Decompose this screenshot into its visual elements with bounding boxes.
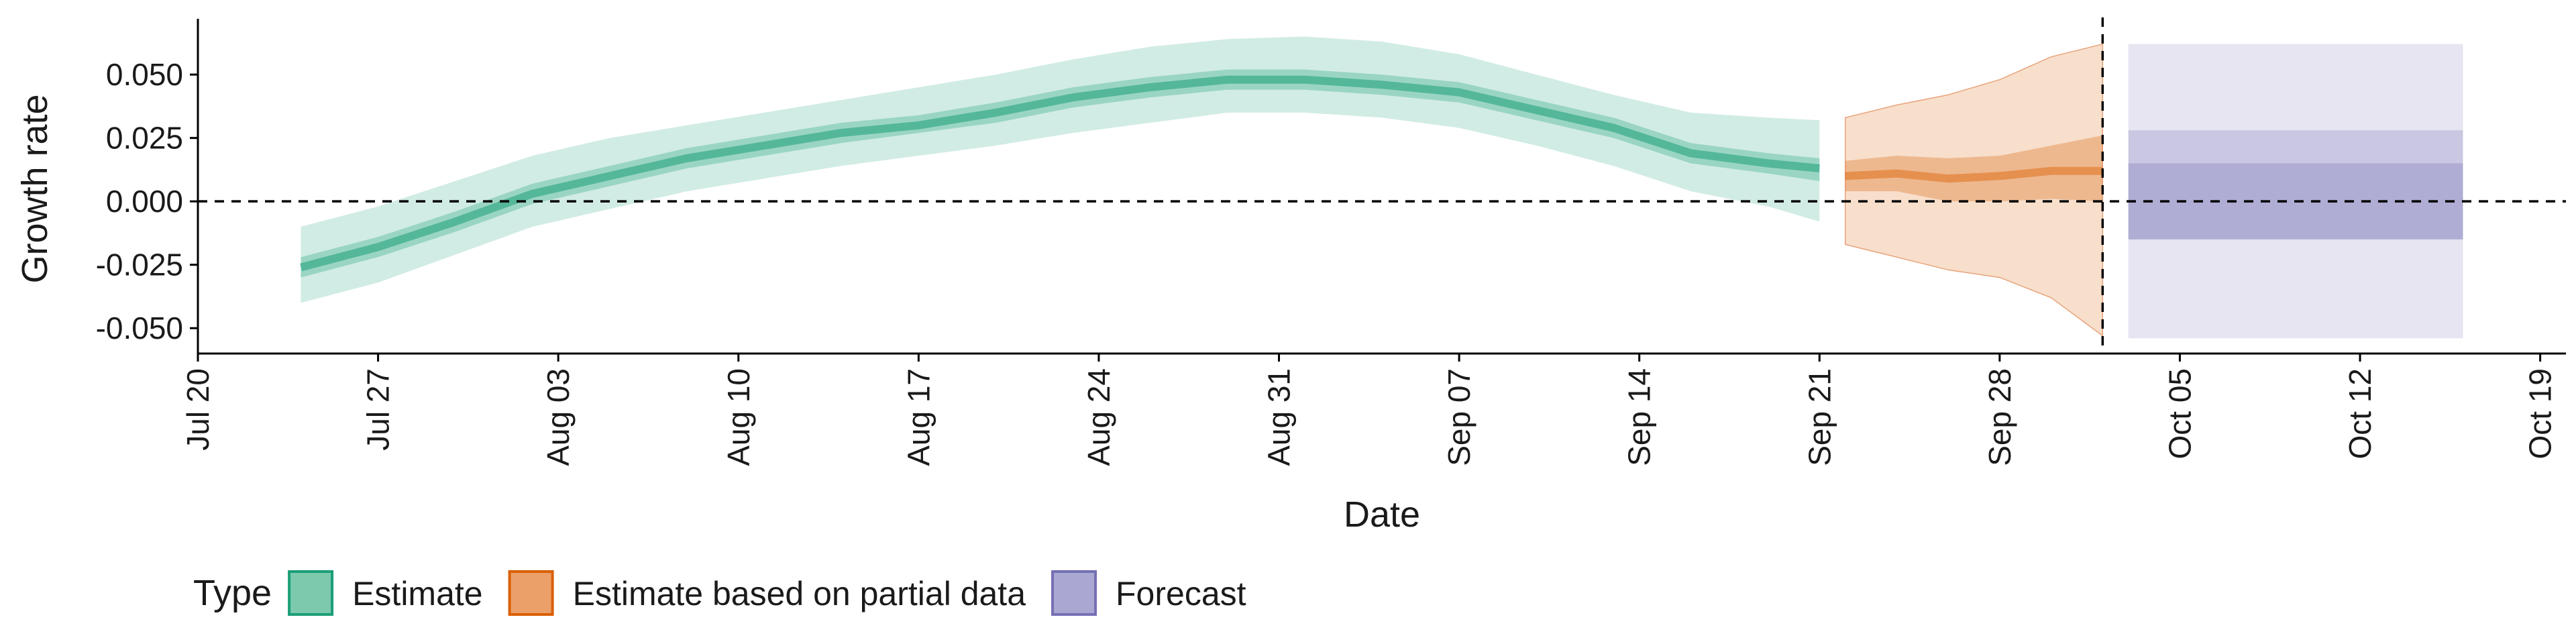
forecast-band-90 — [2128, 44, 2463, 339]
forecast-band-75 — [2128, 130, 2463, 239]
legend-title: Type — [193, 573, 272, 613]
reference-lines — [198, 17, 2566, 354]
x-tick-label: Jul 20 — [180, 368, 215, 451]
y-tick-label: 0.025 — [106, 121, 183, 156]
x-tick-label: Aug 17 — [901, 368, 936, 466]
estimate-band-90 — [301, 36, 1820, 303]
legend-key-1 — [288, 570, 334, 616]
x-tick-label: Sep 28 — [1982, 368, 2017, 466]
estimate-median-line — [299, 75, 1820, 272]
partial-band-90 — [1844, 43, 2104, 337]
legend-label: Forecast — [1116, 575, 1246, 612]
legend: Type Estimate Estimate based on partial da… — [193, 570, 1246, 616]
legend-label: Estimate based on partial data — [573, 575, 1026, 612]
x-tick-label: Jul 27 — [361, 368, 396, 451]
x-tick-label: Aug 31 — [1262, 368, 1297, 466]
partial-band-50 — [1845, 135, 2103, 202]
x-tick-label: Oct 12 — [2343, 368, 2377, 460]
legend-label: Estimate — [352, 575, 483, 612]
x-tick-label: Sep 21 — [1802, 368, 1837, 466]
y-tick-label: 0.000 — [106, 184, 183, 219]
y-tick-label: 0.050 — [106, 57, 183, 92]
x-tick-label: Aug 10 — [721, 368, 756, 466]
legend-key-3 — [1051, 570, 1097, 616]
y-tick-label: -0.050 — [96, 311, 183, 345]
partial-median-line — [1845, 166, 2103, 183]
y-tick-label: -0.025 — [96, 248, 183, 282]
x-tick-label: Oct 19 — [2523, 368, 2558, 460]
legend-key-2 — [508, 570, 554, 616]
x-tick-label: Aug 03 — [541, 368, 576, 466]
x-tick-label: Aug 24 — [1081, 368, 1116, 466]
y-axis-title: Growth rate — [15, 94, 55, 283]
axes: 0.050 0.025 0.000 -0.025 -0.050 Jul 20 Jul 27 A… — [15, 19, 2566, 535]
x-tick-label: Sep 07 — [1442, 368, 1477, 466]
median-lines — [299, 75, 2103, 272]
x-axis-title: Date — [1344, 494, 1420, 535]
x-tick-label: Sep 14 — [1622, 368, 1657, 466]
x-tick-label: Oct 05 — [2163, 368, 2198, 460]
